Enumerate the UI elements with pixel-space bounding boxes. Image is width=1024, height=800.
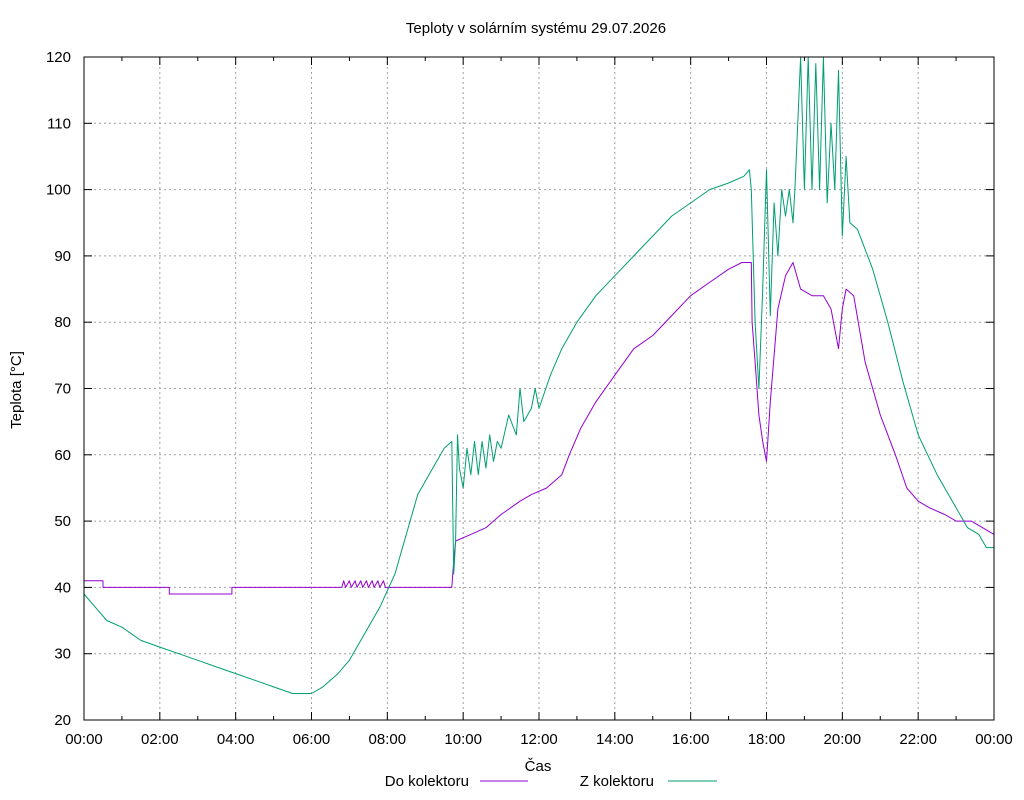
tick-layer: [83, 56, 995, 721]
legend: Do kolektoru Z kolektoru: [385, 773, 717, 790]
series-layer: [83, 56, 995, 694]
tick-label-layer: 20 30 40 50 60 70 80 90 100 110 120 00:00 02:00 04:00…: [46, 49, 1013, 748]
legend-label-0: Do kolektoru: [385, 773, 469, 790]
x-tick-label: 02:00: [141, 731, 179, 748]
legend-label-1: Z kolektoru: [580, 773, 654, 790]
x-tick-label: 20:00: [824, 731, 862, 748]
series-line-1: [83, 56, 994, 694]
y-axis-label: Teplota [°C]: [8, 351, 25, 429]
y-tick-label: 40: [54, 579, 71, 596]
chart-title: Teploty v solárním systému 29.07.2026: [406, 20, 666, 37]
y-tick-label: 20: [54, 712, 71, 729]
x-tick-label: 16:00: [672, 731, 710, 748]
y-tick-label: 70: [54, 381, 71, 398]
x-tick-label: 00:00: [65, 731, 103, 748]
grid-layer: [84, 57, 994, 720]
y-tick-label: 110: [47, 115, 71, 132]
y-tick-label: 30: [54, 646, 71, 663]
x-tick-label: 12:00: [520, 731, 558, 748]
y-tick-label: 120: [46, 49, 71, 66]
x-tick-label: 00:00: [975, 731, 1013, 748]
y-tick-label: 90: [54, 248, 71, 265]
x-tick-label: 04:00: [217, 731, 255, 748]
x-tick-label: 22:00: [899, 731, 937, 748]
x-axis-label: Čas: [525, 758, 552, 775]
x-tick-label: 08:00: [369, 731, 407, 748]
y-tick-label: 50: [54, 513, 71, 530]
y-tick-label: 60: [54, 447, 71, 464]
y-tick-label: 100: [46, 182, 71, 199]
x-tick-label: 06:00: [293, 731, 331, 748]
x-tick-label: 10:00: [444, 731, 482, 748]
y-tick-label: 80: [54, 314, 71, 331]
x-tick-label: 18:00: [748, 731, 786, 748]
series-line-0: [84, 262, 995, 595]
x-tick-label: 14:00: [596, 731, 634, 748]
